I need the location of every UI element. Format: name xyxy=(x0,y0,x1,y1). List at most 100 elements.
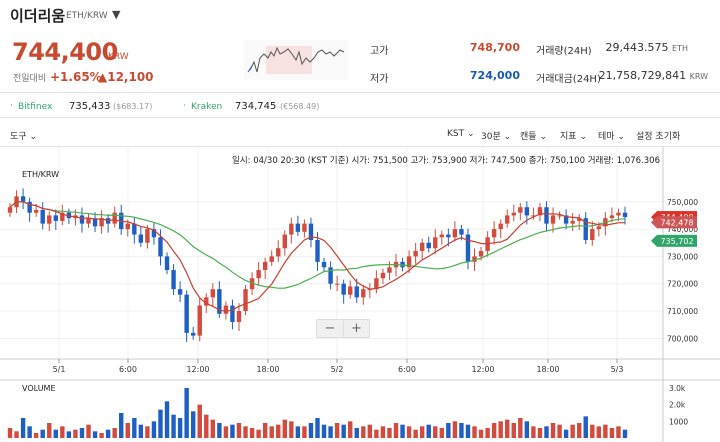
volume-bar xyxy=(262,423,268,438)
chart-type-label: 캔들 xyxy=(520,132,537,142)
kraken-dot-icon: · xyxy=(183,101,186,111)
ma-long-line xyxy=(9,201,626,289)
candle-body xyxy=(557,215,562,217)
volume-bar xyxy=(321,424,327,438)
volume-bar xyxy=(14,431,19,438)
amount-24h-label: 거래대금(24H) xyxy=(536,74,601,85)
volume-bar xyxy=(557,424,562,438)
volume-bar xyxy=(374,429,379,438)
volume-bar xyxy=(79,428,85,438)
candle-body xyxy=(518,207,523,213)
candle-body xyxy=(164,256,170,271)
volume-tick-label: 1000 xyxy=(669,417,688,426)
timezone-dropdown[interactable]: KST ⌄ xyxy=(447,129,475,139)
volume-bar xyxy=(256,429,261,438)
indicator-dropdown[interactable]: 지표 ⌄ xyxy=(560,129,587,142)
volume-bar xyxy=(86,424,91,438)
volume-bar xyxy=(485,428,490,438)
volume-bar xyxy=(190,411,196,438)
price-chart[interactable]: 일시: 04/30 20:30 (KST 기준) 시가: 751,500 고가:… xyxy=(0,147,720,442)
pair-label: ETH/KRW xyxy=(66,11,108,21)
price-tag-bg xyxy=(657,234,697,247)
candle-body xyxy=(446,234,451,238)
change-label: 전일대비 xyxy=(13,74,47,84)
volume-bar xyxy=(197,404,202,438)
candle-body xyxy=(276,248,281,257)
candle-body xyxy=(361,289,366,298)
volume-bar xyxy=(328,426,333,438)
price-tag-arrow xyxy=(651,216,657,229)
candle-body xyxy=(413,250,418,257)
reset-settings-button[interactable]: 설정 초기화 xyxy=(636,132,681,142)
candle-body xyxy=(60,212,65,221)
y-tick-label: 720,000 xyxy=(667,280,698,289)
volume-bar xyxy=(276,424,281,438)
volume-bar xyxy=(531,426,536,438)
volume-bar xyxy=(590,424,595,438)
chevron-down-icon: ⌄ xyxy=(617,132,625,142)
theme-dropdown[interactable]: 테마 ⌄ xyxy=(598,129,625,142)
candle-body xyxy=(433,237,438,249)
exchange-usd-bitfinex: ($683.17) xyxy=(113,102,153,111)
candle-body xyxy=(197,305,202,336)
candle-body xyxy=(406,256,412,268)
change-amount: ▲12,100 xyxy=(98,70,154,84)
chart-title: ETH/KRW xyxy=(22,170,59,179)
volume-bar xyxy=(223,426,229,438)
tools-dropdown[interactable]: 도구 ⌄ xyxy=(10,129,37,142)
interval-dropdown[interactable]: 30분 ⌄ xyxy=(481,129,511,142)
volume-bar xyxy=(524,421,530,438)
candle-body xyxy=(328,267,333,284)
chart-type-dropdown[interactable]: 캔들 ⌄ xyxy=(520,129,547,142)
volume-bar xyxy=(544,426,549,438)
volume-bar xyxy=(105,429,111,438)
zoom-out-button[interactable]: − xyxy=(324,321,336,336)
candle-body xyxy=(498,223,503,230)
volume-bar xyxy=(119,413,124,438)
price-tag-label: 735,702 xyxy=(660,237,693,246)
mini-price-chart xyxy=(244,40,348,80)
volume-bar xyxy=(348,421,353,438)
volume-bar xyxy=(419,426,425,438)
candle-body xyxy=(426,242,431,249)
volume-bar xyxy=(616,426,621,438)
candle-body xyxy=(491,229,497,238)
volume-bar xyxy=(498,421,503,438)
volume-bar xyxy=(53,429,58,438)
volume-bar xyxy=(380,426,386,438)
x-tick-label: 5/2 xyxy=(331,365,344,374)
volume-bar xyxy=(446,423,451,438)
candle-body xyxy=(66,212,72,219)
volume-bar xyxy=(570,424,575,438)
candle-body xyxy=(86,218,91,224)
candle-body xyxy=(92,218,98,227)
caret-down-icon[interactable]: ▼ xyxy=(112,8,121,21)
interval-label: 30분 xyxy=(481,132,501,142)
candle-body xyxy=(452,229,458,238)
candle-body xyxy=(282,234,287,249)
volume-bars xyxy=(7,388,628,438)
current-price: 744,400 xyxy=(12,38,118,66)
candle-body xyxy=(583,218,588,241)
candle-body xyxy=(243,289,248,312)
chevron-down-icon: ⌄ xyxy=(503,132,512,142)
volume-bar xyxy=(20,418,26,438)
zoom-in-button[interactable]: + xyxy=(343,321,369,337)
volume-bar xyxy=(164,401,170,438)
candle-body xyxy=(348,286,353,295)
volume-bar xyxy=(7,428,13,438)
volume-bar xyxy=(537,428,543,438)
candle-body xyxy=(158,237,163,257)
y-tick-label: 730,000 xyxy=(667,252,698,261)
candle-body xyxy=(27,201,32,213)
exchange-name-bitfinex: Bitfinex xyxy=(18,102,53,112)
volume-bar xyxy=(393,423,399,438)
candle-body xyxy=(262,261,268,271)
candle-body xyxy=(295,223,301,232)
y-tick-label: 710,000 xyxy=(667,307,698,316)
volume-bar xyxy=(282,419,287,438)
volume-bar xyxy=(563,429,569,438)
price-unit: KRW xyxy=(108,52,129,62)
candle-body xyxy=(374,278,379,290)
volume-bar xyxy=(60,426,65,438)
